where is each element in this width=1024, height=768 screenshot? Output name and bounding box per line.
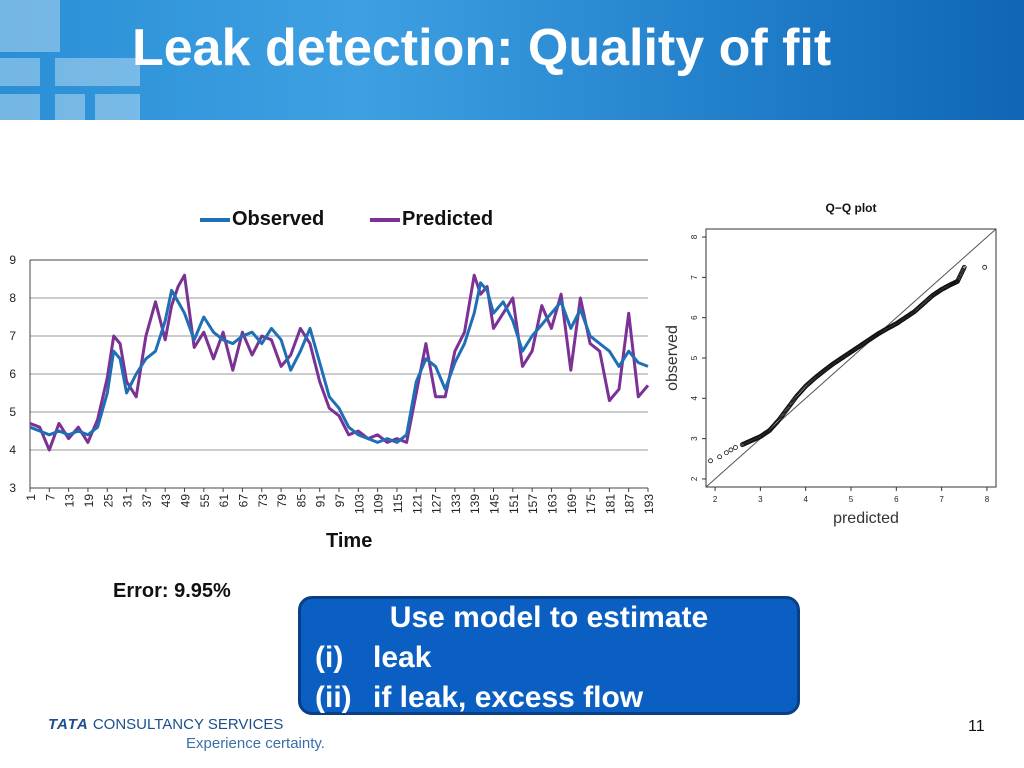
callout-box: Use model to estimate (i) leak (ii) if lea… — [298, 596, 800, 715]
x-tick-label: 85 — [294, 494, 308, 508]
x-tick-label: 4 — [803, 495, 808, 504]
qq-point — [982, 264, 988, 270]
x-tick-label: 115 — [391, 494, 405, 513]
x-tick-label: 97 — [333, 494, 347, 508]
callout-item-text: leak — [373, 641, 432, 674]
x-tick-label: 7 — [939, 495, 944, 504]
x-tick-label: 3 — [758, 495, 763, 504]
legend-item-predicted: Predicted — [370, 208, 493, 231]
x-tick-label: 37 — [140, 494, 154, 508]
x-tick-label: 145 — [488, 494, 502, 514]
x-tick-label: 43 — [159, 494, 173, 508]
logo-text: CONSULTANCY SERVICES — [92, 716, 284, 733]
y-tick-label: 8 — [9, 291, 16, 305]
x-tick-label: 157 — [526, 494, 540, 514]
x-tick-label: 193 — [642, 494, 656, 514]
x-tick-label: 151 — [507, 494, 521, 514]
y-tick-label: 7 — [9, 329, 16, 343]
y-tick-label: 2 — [690, 476, 699, 481]
qq-point — [723, 450, 729, 456]
x-tick-label: 175 — [584, 494, 598, 514]
x-tick-label: 5 — [849, 495, 854, 504]
y-tick-label: 6 — [690, 315, 699, 320]
callout-item: (ii) if leak, excess flow — [315, 681, 643, 715]
company-tagline: Experience certainty. — [186, 735, 325, 752]
callout-heading: Use model to estimate — [389, 601, 709, 634]
y-tick-label: 5 — [690, 355, 699, 360]
y-tick-label: 8 — [690, 234, 699, 239]
y-tick-label: 3 — [690, 436, 699, 441]
y-tick-label: 5 — [9, 405, 16, 419]
banner-decoration — [0, 58, 40, 86]
x-tick-label: 61 — [217, 494, 231, 508]
y-tick-label: 4 — [690, 396, 699, 401]
legend-item-observed: Observed — [200, 208, 324, 231]
x-tick-label: 181 — [603, 494, 617, 514]
x-tick-label: 73 — [256, 494, 270, 508]
slide-title: Leak detection: Quality of fit — [132, 19, 832, 77]
banner-decoration — [0, 0, 60, 52]
x-tick-label: 55 — [198, 494, 212, 508]
y-tick-label: 6 — [9, 367, 16, 381]
x-tick-label: 103 — [352, 494, 366, 514]
callout-item: (i) leak — [315, 641, 431, 675]
x-tick-label: 133 — [449, 494, 463, 514]
x-axis-title: Time — [326, 530, 373, 552]
x-tick-label: 139 — [468, 494, 482, 514]
x-tick-label: 187 — [623, 494, 637, 514]
legend-label-predicted: Predicted — [402, 208, 494, 230]
qq-point — [728, 447, 734, 453]
x-tick-label: 7 — [43, 494, 57, 501]
qq-plot-chart: Q−Q plot 2 3 4 5 6 7 8 2 3 4 5 6 7 8 predicted observed — [664, 201, 997, 527]
y-tick-label: 9 — [9, 253, 16, 267]
x-tick-label: 67 — [236, 494, 250, 508]
y-tick-label: 3 — [9, 481, 16, 495]
qq-point — [733, 445, 738, 450]
series-line-predicted — [29, 273, 650, 452]
x-tick-label: 49 — [179, 494, 193, 508]
x-axis-title: predicted — [833, 510, 899, 527]
x-tick-label: 31 — [121, 494, 135, 508]
x-tick-label: 79 — [275, 494, 289, 508]
qq-plot-title: Q−Q plot — [826, 201, 877, 215]
x-tick-label: 121 — [410, 494, 424, 514]
callout-item-number: (i) — [315, 641, 344, 674]
company-logo: TATA CONSULTANCY SERVICES — [48, 716, 283, 733]
callout-item-number: (ii) — [315, 681, 352, 714]
qq-point — [717, 454, 722, 460]
y-tick-label: 7 — [690, 275, 699, 280]
banner-decoration — [55, 94, 85, 120]
y-axis-title: observed — [664, 325, 681, 391]
y-tick-label: 4 — [9, 443, 16, 457]
legend-swatch-predicted — [370, 217, 400, 222]
banner-decoration — [0, 94, 40, 120]
legend-swatch-observed — [200, 217, 230, 222]
page-number: 11 — [968, 718, 985, 735]
banner-decoration — [95, 94, 140, 120]
x-tick-label: 19 — [82, 494, 96, 508]
x-tick-label: 13 — [63, 494, 77, 508]
logo-brand: TATA — [48, 716, 89, 733]
x-tick-label: 2 — [713, 495, 718, 504]
x-tick-label: 8 — [985, 495, 990, 504]
title-banner: Leak detection: Quality of fit — [0, 0, 1024, 120]
x-tick-label: 163 — [545, 494, 559, 514]
qq-point — [708, 458, 713, 464]
x-tick-label: 1 — [24, 494, 38, 501]
banner-decoration — [55, 58, 140, 86]
legend-label-observed: Observed — [232, 208, 325, 230]
x-tick-label: 25 — [101, 494, 115, 508]
x-tick-label: 91 — [314, 494, 328, 508]
error-label: Error: 9.95% — [113, 580, 231, 602]
x-tick-label: 169 — [565, 494, 579, 514]
qq-point — [961, 264, 967, 270]
x-tick-label: 127 — [430, 494, 444, 514]
series-line-observed — [29, 281, 649, 444]
x-tick-label: 109 — [372, 494, 386, 514]
reference-line — [705, 228, 997, 488]
x-tick-label: 6 — [894, 495, 899, 504]
callout-item-text: if leak, excess flow — [373, 681, 644, 714]
